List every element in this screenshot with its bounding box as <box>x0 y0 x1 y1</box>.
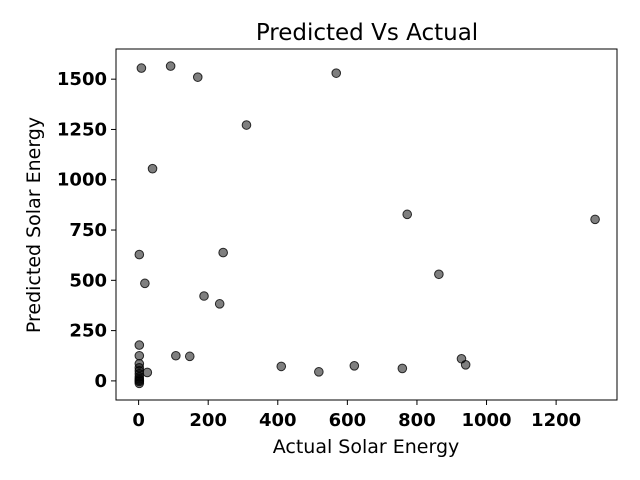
data-point-12 <box>199 291 209 301</box>
data-point-22 <box>397 363 408 374</box>
data-point-0 <box>136 63 147 73</box>
axis-ticks: 0 200 400 600 800 1000 1200 0 250 500 750 1000 1250 1… <box>57 69 581 431</box>
x-tick-label-400: 400 <box>259 410 297 431</box>
data-point-7 <box>590 214 600 225</box>
data-point-23 <box>314 367 324 377</box>
y-tick-label-1500: 1500 <box>57 69 107 90</box>
data-point-6 <box>402 209 413 220</box>
data-point-15 <box>134 350 145 361</box>
data-point-24 <box>142 367 153 378</box>
x-tick-label-1200: 1200 <box>531 410 581 431</box>
x-tick-label-1000: 1000 <box>461 410 511 431</box>
data-points <box>134 61 600 389</box>
data-point-13 <box>214 299 225 309</box>
data-point-17 <box>184 351 195 362</box>
data-point-4 <box>241 120 252 130</box>
data-point-5 <box>147 163 158 174</box>
y-tick-label-250: 250 <box>69 321 107 342</box>
x-tick-label-600: 600 <box>329 410 367 431</box>
data-point-11 <box>140 278 150 289</box>
data-point-8 <box>134 249 145 260</box>
chart-title: Predicted Vs Actual <box>256 20 478 46</box>
data-point-14 <box>134 340 145 350</box>
data-point-2 <box>192 72 203 82</box>
data-point-3 <box>331 68 342 78</box>
y-tick-label-750: 750 <box>69 220 107 241</box>
data-point-16 <box>171 350 181 361</box>
y-axis-label: Predicted Solar Energy <box>23 117 45 333</box>
x-tick-label-0: 0 <box>132 410 145 431</box>
data-point-1 <box>165 61 176 71</box>
data-point-19 <box>460 359 471 370</box>
x-axis-label: Actual Solar Energy <box>273 436 460 458</box>
y-tick-label-0: 0 <box>94 371 107 392</box>
data-point-33 <box>134 378 145 389</box>
x-tick-label-800: 800 <box>398 410 436 431</box>
data-point-9 <box>218 247 228 258</box>
data-point-10 <box>434 269 444 280</box>
data-point-20 <box>276 361 287 372</box>
plot-frame <box>115 48 618 401</box>
x-tick-label-200: 200 <box>189 410 227 431</box>
data-point-21 <box>349 361 360 371</box>
y-tick-label-1250: 1250 <box>57 119 107 140</box>
y-tick-label-500: 500 <box>69 270 107 291</box>
y-tick-label-1000: 1000 <box>57 170 107 191</box>
